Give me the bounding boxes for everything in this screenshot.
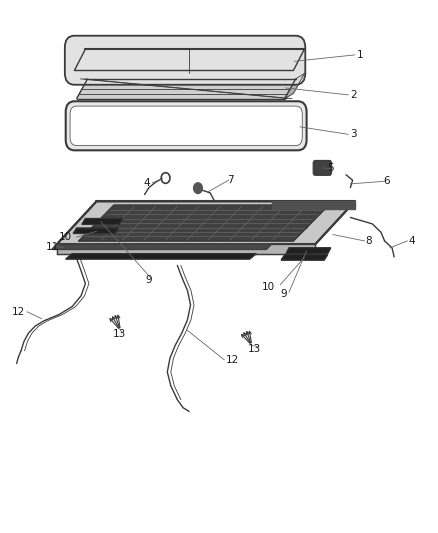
Polygon shape <box>281 255 328 260</box>
Text: 3: 3 <box>350 130 357 139</box>
Text: 4: 4 <box>409 236 415 246</box>
Polygon shape <box>77 79 296 99</box>
FancyBboxPatch shape <box>70 106 302 146</box>
Text: 13: 13 <box>113 329 126 339</box>
Polygon shape <box>66 254 256 259</box>
Text: 12: 12 <box>12 307 25 317</box>
FancyBboxPatch shape <box>66 101 307 150</box>
Text: 11: 11 <box>46 243 59 252</box>
Circle shape <box>194 183 202 193</box>
Text: 5: 5 <box>327 164 334 173</box>
Text: 1: 1 <box>357 50 364 60</box>
Text: 4: 4 <box>144 178 150 188</box>
Text: 8: 8 <box>366 236 372 246</box>
Text: 9: 9 <box>280 289 287 299</box>
Polygon shape <box>73 228 118 233</box>
Text: 10: 10 <box>59 232 72 242</box>
Polygon shape <box>57 201 355 244</box>
Text: 12: 12 <box>226 355 239 365</box>
Polygon shape <box>85 49 304 53</box>
Polygon shape <box>286 248 331 254</box>
Polygon shape <box>82 219 123 224</box>
Text: 9: 9 <box>145 275 152 285</box>
FancyBboxPatch shape <box>65 36 305 85</box>
Polygon shape <box>272 201 355 209</box>
Text: 7: 7 <box>226 175 233 185</box>
Text: 6: 6 <box>383 176 390 186</box>
FancyBboxPatch shape <box>313 160 332 175</box>
Polygon shape <box>74 49 304 70</box>
Polygon shape <box>52 244 272 249</box>
Text: 10: 10 <box>262 282 275 292</box>
Polygon shape <box>79 205 328 241</box>
Polygon shape <box>57 244 315 254</box>
Polygon shape <box>285 74 304 99</box>
Text: 2: 2 <box>350 90 357 100</box>
Text: 13: 13 <box>248 344 261 354</box>
